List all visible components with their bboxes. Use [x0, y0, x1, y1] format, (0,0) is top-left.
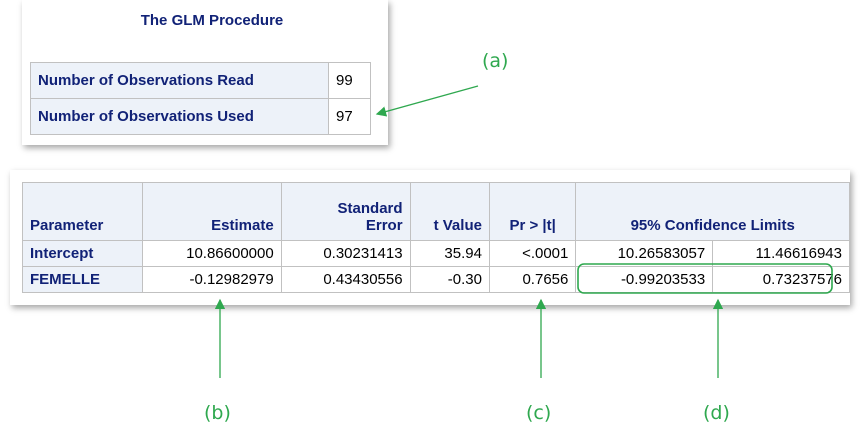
- header-text: Pr > |t|: [509, 217, 556, 234]
- column-header: Parameter: [22, 182, 143, 241]
- header-text: t Value: [433, 217, 482, 234]
- cell: 0.30231413: [280, 240, 411, 267]
- header-text: Parameter: [30, 217, 104, 234]
- cell: 0.7656: [488, 266, 577, 293]
- row-header: Intercept: [22, 240, 143, 267]
- row: Intercept 10.86600000 0.30231413 35.94 <.000…: [22, 240, 850, 267]
- cell: 99: [328, 62, 371, 99]
- column-header: Estimate: [142, 182, 282, 241]
- cell: -0.30: [409, 266, 490, 293]
- cell: 0.73237576: [712, 266, 850, 293]
- title: The GLM Procedure: [140, 12, 284, 29]
- obs-table: Number of Observations Read 99 Number of O…: [30, 62, 371, 135]
- header-row: Parameter Estimate Standard Error t Value Pr…: [22, 182, 850, 241]
- row-header: Number of Observations Read: [30, 62, 329, 99]
- header-text: 95% Confidence Limits: [630, 217, 795, 234]
- cell: -0.99203533: [575, 266, 714, 293]
- cell: 35.94: [409, 240, 490, 267]
- row: Number of Observations Read 99: [30, 62, 371, 99]
- column-header: 95% Confidence Limits: [575, 182, 850, 241]
- row: FEMELLE -0.12982979 0.43430556 -0.30 0.7656-…: [22, 266, 850, 293]
- cell: -0.12982979: [142, 266, 282, 293]
- glm-panel: The GLM Procedure Number of Observations…: [22, 0, 388, 145]
- arrow-a: [375, 85, 479, 117]
- header-text: Estimate: [211, 217, 274, 234]
- label-d: (d): [703, 402, 730, 424]
- cell: 0.43430556: [280, 266, 411, 293]
- cell: 11.46616943: [712, 240, 850, 267]
- cell: 97: [328, 98, 371, 135]
- param-table: Parameter Estimate Standard Error t Value Pr…: [22, 182, 850, 293]
- param-panel: Parameter Estimate Standard Error t Value Pr…: [10, 170, 850, 305]
- label-b: (b): [204, 402, 231, 424]
- label-c: (c): [526, 402, 552, 424]
- label-a: (a): [482, 50, 509, 72]
- column-header: Standard Error: [280, 182, 411, 241]
- column-header: t Value: [409, 182, 490, 241]
- row-header: Number of Observations Used: [30, 98, 329, 135]
- row-header: FEMELLE: [22, 266, 143, 293]
- row: Number of Observations Used 97: [30, 98, 371, 135]
- cell: <.0001: [488, 240, 577, 267]
- cell: 10.26583057: [575, 240, 714, 267]
- cell: 10.86600000: [142, 240, 282, 267]
- header-text: Standard Error: [337, 200, 403, 234]
- column-header: Pr > |t|: [488, 182, 577, 241]
